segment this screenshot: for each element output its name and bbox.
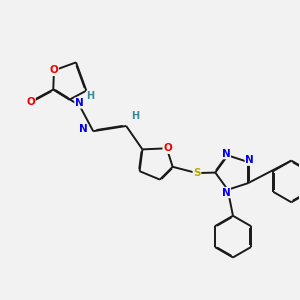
- Text: O: O: [163, 143, 172, 153]
- Text: H: H: [86, 92, 94, 101]
- Text: S: S: [193, 168, 201, 178]
- Text: N: N: [222, 149, 230, 159]
- Text: N: N: [79, 124, 88, 134]
- Text: N: N: [222, 188, 230, 197]
- Text: N: N: [245, 155, 254, 165]
- Text: O: O: [26, 97, 35, 107]
- Text: O: O: [50, 65, 58, 75]
- Text: H: H: [131, 111, 139, 121]
- Text: N: N: [75, 98, 84, 108]
